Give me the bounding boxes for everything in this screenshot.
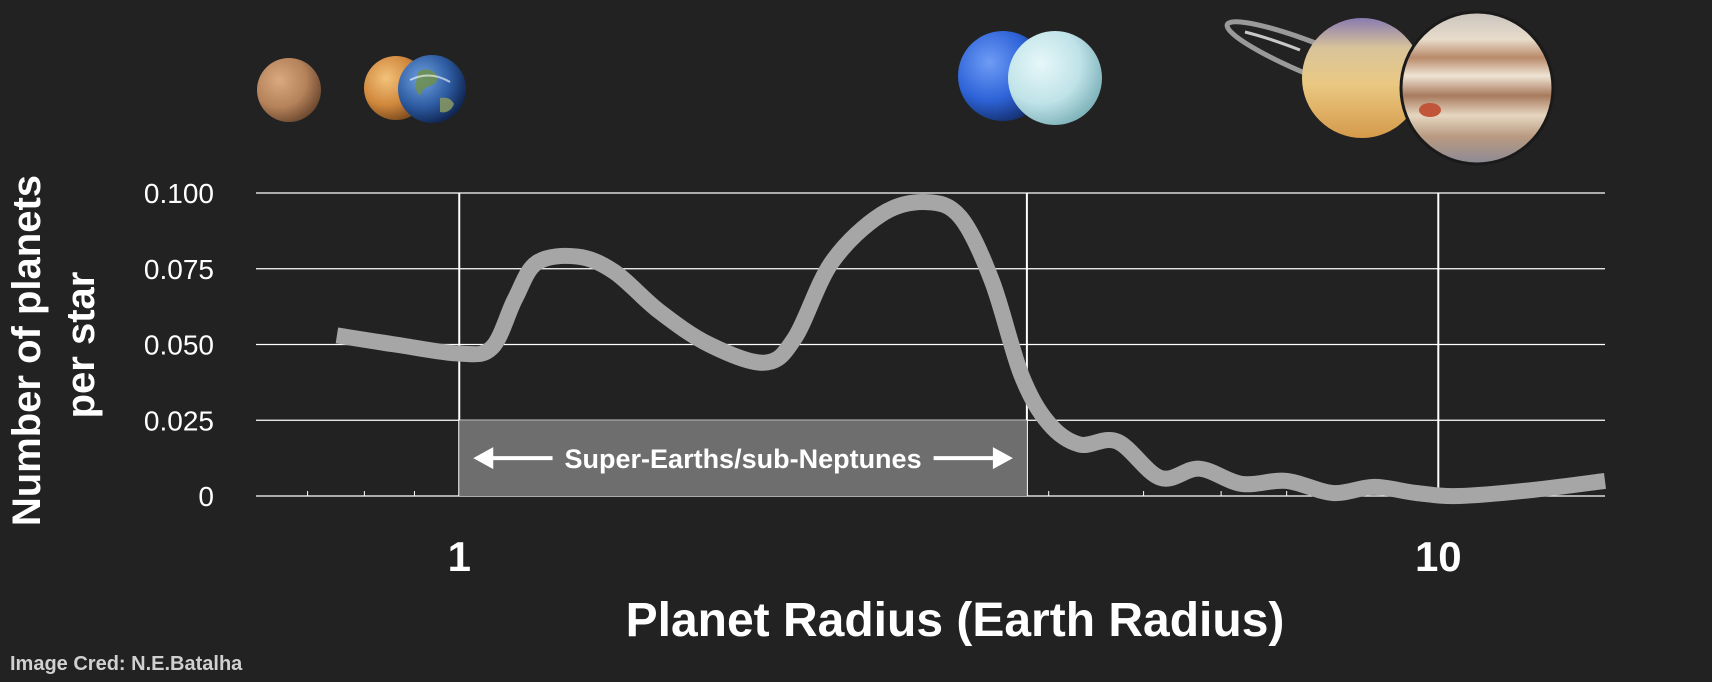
series-line: [335, 194, 1606, 505]
band-arrowhead-right: [992, 447, 1013, 470]
band-label: Super-Earths/sub-Neptunes: [565, 444, 922, 474]
planet-images: [257, 10, 1555, 166]
y-tick-label: 0.025: [144, 405, 214, 436]
uranus-icon: [1008, 31, 1102, 125]
x-tick-label: 10: [1415, 533, 1462, 580]
saturn-icon: [1224, 18, 1422, 138]
x-tick-label: 1: [448, 533, 471, 580]
super-earth-band: Super-Earths/sub-Neptunes: [459, 420, 1027, 496]
image-credit: Image Cred: N.E.Batalha: [10, 653, 243, 675]
mars-icon: [257, 58, 321, 122]
y-axis-label-line-2: per star: [59, 272, 103, 419]
tick-labels: 0 0.025 0.050 0.075 0.100 1 10: [144, 178, 1462, 580]
y-tick-label: 0.075: [144, 254, 214, 285]
y-tick-label: 0: [198, 481, 214, 512]
y-tick-label: 0.050: [144, 330, 214, 361]
band-arrowhead-left: [473, 447, 494, 470]
y-axis-label: Number of planets per star: [5, 164, 103, 526]
earth-icon: [398, 55, 466, 123]
series-group: [335, 194, 1606, 505]
y-tick-label: 0.100: [144, 178, 214, 209]
band-rect: [459, 420, 1027, 496]
x-axis-label: Planet Radius (Earth Radius): [626, 594, 1285, 647]
y-axis-label-line-1: Number of planets: [5, 175, 49, 526]
jupiter-icon: [1399, 10, 1555, 166]
